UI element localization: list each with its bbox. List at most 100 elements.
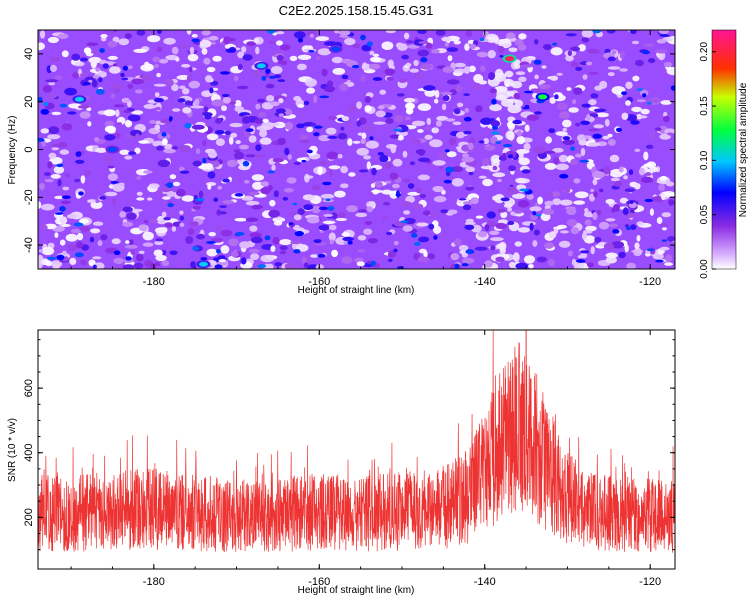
spectrogram-cell [413, 59, 419, 67]
spectrogram-cell [138, 224, 148, 232]
spectrogram-cell [150, 263, 156, 269]
spectrogram-cell [261, 75, 267, 81]
spectrogram-cell [571, 258, 577, 266]
spectrogram-cell [344, 38, 356, 46]
spectrogram-cell [328, 165, 341, 170]
spectrogram-cell [605, 252, 618, 259]
spectrogram-cell [50, 174, 61, 179]
spectrogram-cell [239, 144, 249, 150]
spectrogram-cell [549, 97, 556, 104]
spectrogram-cell [282, 196, 289, 201]
spectrogram-cell [314, 125, 323, 129]
spectrogram-cell [616, 127, 622, 132]
spectrogram-cell [75, 159, 85, 164]
spectrogram-cell [440, 91, 453, 96]
spectrogram-cell [574, 153, 583, 158]
spectrogram-cell [259, 129, 268, 138]
spectrogram-cell [592, 30, 602, 34]
spectrogram-cell [640, 108, 650, 115]
spectrogram-cell [125, 240, 130, 244]
spectrogram-cell [513, 59, 522, 70]
spectrogram-cell [668, 199, 675, 206]
spectrogram-cell [212, 55, 222, 62]
spectrogram-cell [234, 106, 244, 112]
spectrogram-cell [604, 99, 613, 103]
spectrogram-cell [412, 203, 424, 210]
spectrogram-cell [562, 139, 575, 145]
spectrogram-cell [386, 231, 393, 236]
spectrogram-cell [363, 228, 373, 235]
spectrogram-cell [424, 88, 436, 97]
spectrogram-cell [403, 32, 410, 40]
spectrogram-cell [433, 127, 439, 134]
spectrogram-cell [360, 138, 366, 145]
spectrogram-cell [464, 224, 475, 230]
spectrogram-cell [220, 229, 233, 237]
spectrogram-cell [603, 242, 614, 250]
spectrogram-cell [472, 84, 481, 90]
spectrogram-cell [445, 166, 454, 173]
spectrogram-cell [306, 87, 316, 94]
x-tick-label: -140 [474, 576, 496, 588]
spectrogram-cell [648, 58, 656, 64]
spectrogram-cell [245, 128, 254, 133]
spectrogram-cell [113, 257, 124, 264]
spectrogram-cell [356, 120, 362, 127]
spectrogram-cell [266, 95, 275, 102]
spectrogram-cell [429, 210, 436, 218]
snr-y-axis: 200 400 600 [23, 339, 675, 551]
spectrogram-cell [77, 105, 90, 109]
spectrogram-cell [447, 209, 458, 215]
spectrogram-cell [175, 57, 180, 62]
spectrogram-cell [283, 187, 294, 193]
spectrogram-cell [499, 55, 504, 58]
spectrogram-cell [67, 111, 77, 115]
spectrogram-cell [59, 239, 66, 246]
spectrogram-cell [208, 150, 218, 159]
spectrogram-cell [484, 224, 490, 232]
spectrogram-cell [631, 40, 640, 45]
spectrogram-cell [228, 136, 234, 145]
spectrogram-cell [257, 264, 266, 269]
spectrogram-cell [95, 67, 101, 72]
spectrogram-cell [249, 225, 258, 232]
spectrogram-cell [331, 212, 338, 219]
spectrogram-cell [194, 99, 200, 106]
spectrogram-cell [384, 180, 392, 184]
spectrogram-cell [111, 238, 121, 245]
spectrogram-cell [109, 66, 121, 74]
spectrogram-cell [276, 54, 284, 62]
spectrogram-cell [230, 132, 238, 138]
spectrogram-cell [605, 198, 615, 205]
spectrogram-cell [152, 140, 166, 147]
spectrogram-cell [156, 72, 162, 78]
spectrogram-cell [483, 138, 490, 145]
spectrogram-cell [610, 177, 621, 182]
spectrogram-cell [310, 254, 319, 258]
spectrogram-cell [251, 204, 264, 210]
spectrogram-cell [402, 178, 411, 183]
spectrogram-cell [423, 126, 432, 131]
spectrogram-cell [646, 161, 657, 169]
spectrogram-cell [319, 160, 327, 166]
spectrogram-cell [372, 53, 380, 57]
spectrogram-cell [414, 74, 425, 80]
spectrogram-cell [551, 191, 561, 198]
spectrogram-cell [641, 176, 654, 183]
spectrogram-cell [347, 138, 353, 146]
spectrogram-cell [233, 149, 241, 153]
spectrogram-cell [450, 253, 460, 261]
spectrogram-cell [341, 232, 351, 237]
spectrogram-cell [463, 93, 470, 96]
spectrogram-cell [517, 200, 530, 208]
spectrogram-cell [311, 205, 321, 214]
spectrogram-cell [438, 166, 443, 170]
spectrogram-cell [53, 166, 65, 174]
spectrogram-cell [608, 223, 618, 228]
spectrogram-cell [401, 201, 412, 207]
spectrogram-cell [567, 250, 574, 257]
spectrogram-cell [341, 74, 349, 80]
spectrogram-cell [136, 30, 146, 36]
spectrogram-cell [54, 212, 64, 215]
spectrogram-cell [135, 253, 144, 262]
